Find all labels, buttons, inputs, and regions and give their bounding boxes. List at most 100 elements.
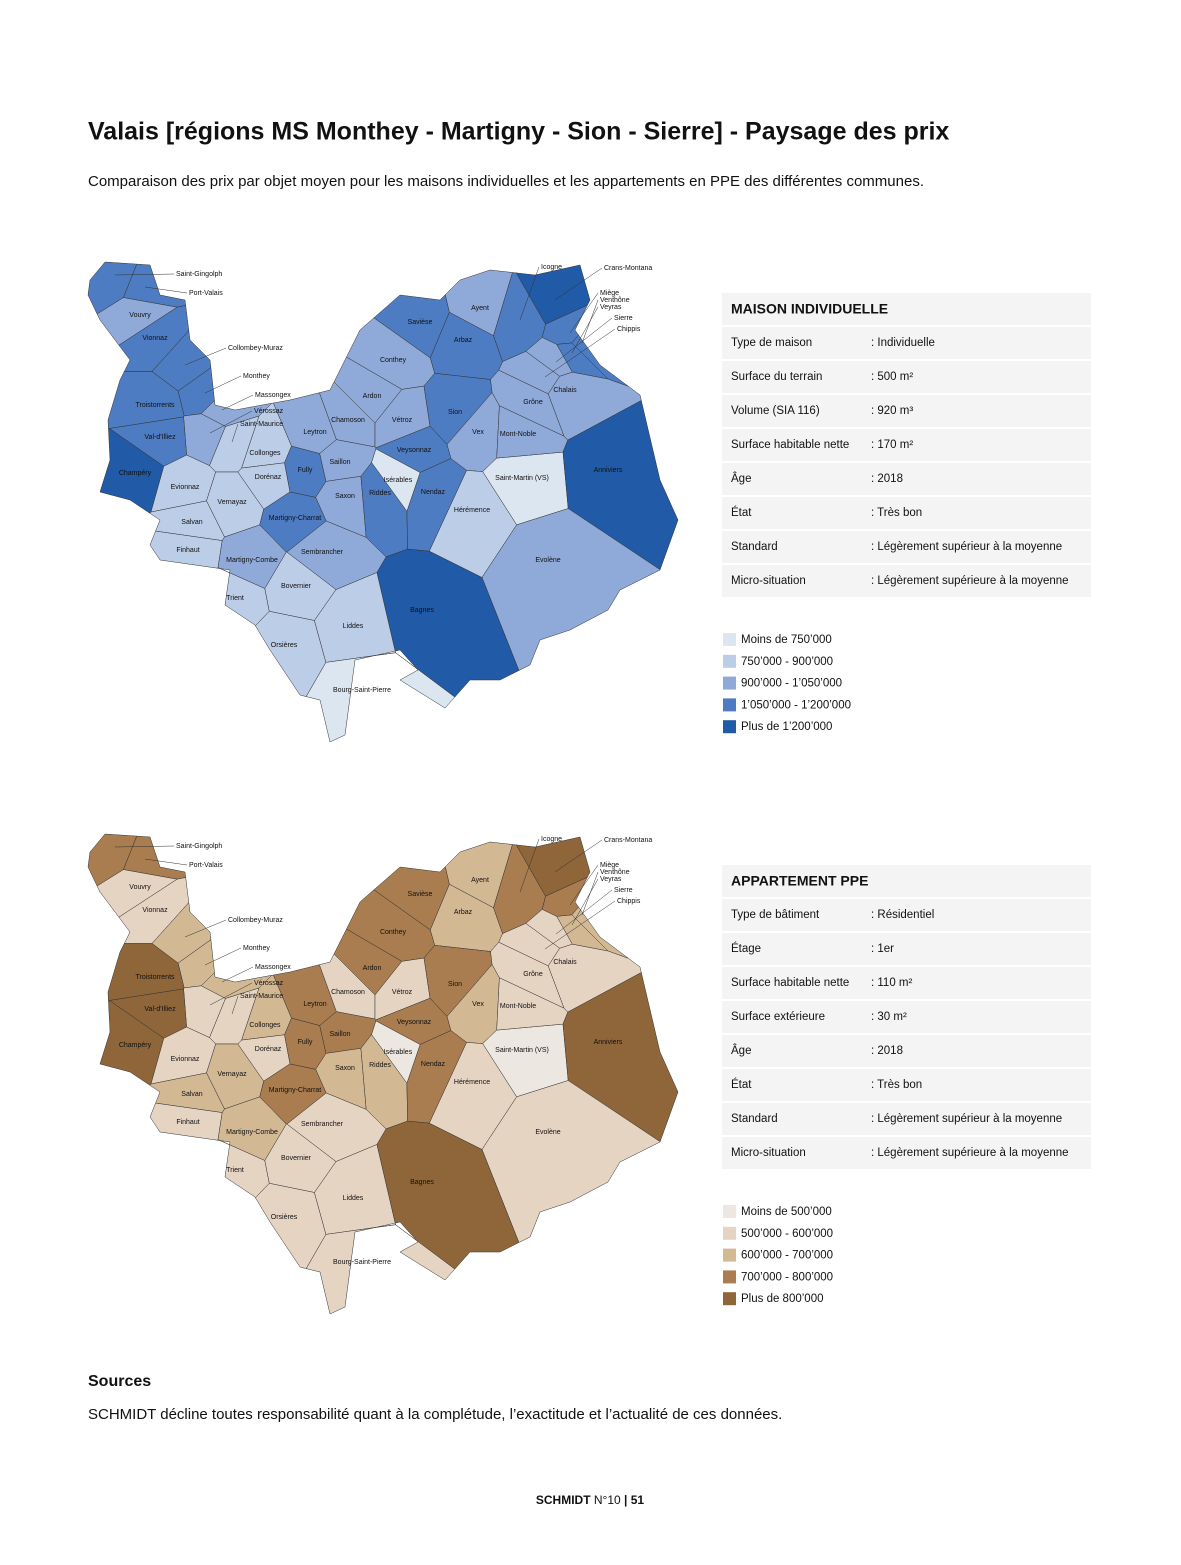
row-value: : Légèrement supérieure à la moyenne [871, 575, 1069, 587]
commune-label: Salvan [181, 1091, 203, 1098]
table-row-bg [722, 1035, 1091, 1067]
commune-label: Finhaut [176, 547, 199, 554]
footer-sep: | [624, 1493, 627, 1507]
commune-label: Ardon [363, 393, 382, 400]
leader-line [544, 328, 616, 378]
commune [314, 1144, 396, 1235]
table-header-bg [722, 293, 1091, 325]
commune-label: Saint-Maurice [240, 421, 283, 428]
commune-label: Troistorrents [135, 974, 175, 981]
footer-issue: N°10 [594, 1493, 621, 1507]
commune-label: Conthey [380, 357, 407, 364]
commune-label: Sion [448, 981, 462, 988]
legend-label: Plus de 1’200’000 [741, 721, 832, 733]
legend-label: 750’000 - 900’000 [741, 656, 833, 668]
sources-title: Sources [88, 1373, 151, 1390]
table-header: MAISON INDIVIDUELLE [731, 301, 888, 317]
commune-label: Sembrancher [301, 1121, 344, 1128]
row-label: Type de maison [731, 337, 812, 349]
legend-swatch [723, 654, 736, 668]
commune-label: Trient [226, 595, 244, 602]
commune-label: Isérables [384, 1049, 413, 1056]
legend-swatch [723, 1226, 736, 1240]
commune-label: Salvan [181, 519, 203, 526]
table-header: APPARTEMENT PPE [731, 873, 868, 889]
legend-label: 1’050’000 - 1’200’000 [741, 699, 851, 711]
commune-label: Val-d'Illiez [144, 434, 176, 441]
commune-label: Vouvry [129, 312, 151, 319]
commune-label: Vionnaz [142, 335, 168, 342]
footer-page: 51 [631, 1493, 645, 1507]
commune-label: Saillon [329, 459, 350, 466]
commune-label: Saint-Martin (VS) [495, 1047, 549, 1054]
commune [547, 943, 642, 1013]
commune-label: Mont-Noble [500, 431, 536, 438]
commune-label: Collonges [249, 450, 281, 457]
row-value: : 500 m² [871, 371, 913, 383]
table-row-bg [722, 933, 1091, 965]
leader-line [144, 858, 188, 866]
commune-label: Chalais [553, 959, 577, 966]
row-label: Surface habitable nette [731, 977, 849, 989]
commune-label: Chippis [617, 326, 641, 333]
commune-label: Port-Valais [189, 862, 223, 869]
leader-line [554, 267, 603, 301]
legend-swatch [723, 633, 736, 646]
commune-label: Evolène [535, 557, 560, 564]
commune-label: Saint-Maurice [240, 993, 283, 1000]
commune-label: Bagnes [410, 607, 434, 614]
row-value: : Résidentiel [871, 909, 934, 921]
commune-label: Vernayaz [217, 1071, 247, 1078]
commune-label: Martigny-Combe [226, 1129, 278, 1136]
table-row-bg [722, 1001, 1091, 1033]
commune-label: Champéry [119, 470, 152, 477]
commune-label: Collonges [249, 1022, 281, 1029]
sources-text: SCHMIDT décline toutes responsabilité qu… [88, 1406, 782, 1423]
commune-label: Grône [523, 399, 543, 406]
legend-label: 900’000 - 1’050’000 [741, 678, 842, 690]
table-row-bg [722, 531, 1091, 563]
table-row-bg [722, 361, 1091, 393]
commune-label: Port-Valais [189, 290, 223, 297]
commune-label: Hérémence [454, 1079, 490, 1086]
leader-line [544, 900, 616, 950]
commune-label: Evionnaz [171, 1056, 200, 1063]
commune-label: Liddes [343, 1195, 364, 1202]
commune-label: Dorénaz [255, 474, 282, 481]
table-row-bg [722, 1137, 1091, 1169]
commune-label: Nendaz [421, 489, 446, 496]
row-label: Type de bâtiment [731, 909, 820, 921]
table-row-bg [722, 429, 1091, 461]
commune-label: Vétroz [392, 417, 413, 424]
commune [305, 1224, 456, 1315]
commune-label: Bourg-Saint-Pierre [333, 687, 391, 694]
commune-label: Evolène [535, 1129, 560, 1136]
commune-label: Riddes [369, 1062, 391, 1069]
commune-label: Veyras [600, 304, 622, 311]
commune-label: Massongex [255, 392, 291, 399]
commune-label: Veysonnaz [397, 1019, 432, 1026]
subtitle: Comparaison des prix par objet moyen pou… [88, 173, 924, 190]
commune-label: Sembrancher [301, 549, 344, 556]
row-label: Standard [731, 1113, 778, 1125]
title: Valais [régions MS Monthey - Martigny - … [88, 118, 949, 146]
commune-label: Champéry [119, 1042, 152, 1049]
commune-label: Miège [600, 862, 619, 869]
table-row-bg [722, 327, 1091, 359]
commune-label: Veysonnaz [397, 447, 432, 454]
table-row-bg [722, 463, 1091, 495]
leader-line [209, 982, 253, 1006]
commune [547, 371, 642, 441]
commune-label: Leytron [303, 429, 326, 436]
commune-label: Anniviers [594, 1039, 623, 1046]
row-value: : 2018 [871, 1045, 903, 1057]
commune-label: Vétroz [392, 989, 413, 996]
commune-label: Vouvry [129, 884, 151, 891]
leader-line [569, 292, 599, 334]
legend-swatch [723, 1205, 736, 1218]
commune-label: Isérables [384, 477, 413, 484]
row-value: : 170 m² [871, 439, 913, 451]
leader-line [555, 889, 613, 935]
row-value: : Légèrement supérieur à la moyenne [871, 541, 1062, 553]
legend-swatch [723, 1270, 736, 1284]
